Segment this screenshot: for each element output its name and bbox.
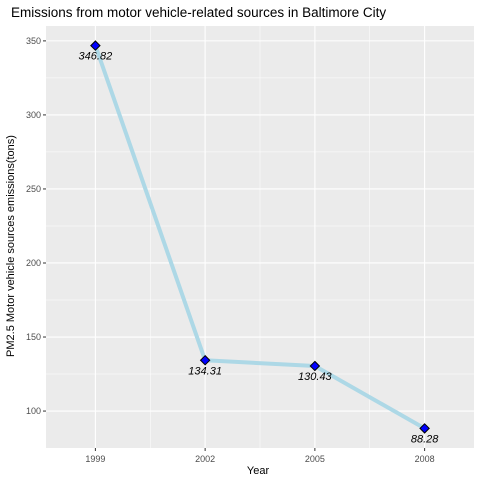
data-point — [90, 40, 101, 51]
data-label: 88.28 — [411, 433, 439, 445]
x-axis-title: Year — [247, 465, 270, 477]
y-axis-title: PM2.5 Motor vehicle sources emissions(to… — [5, 135, 17, 357]
x-tick-label: 1999 — [85, 454, 105, 464]
y-tick-label: 300 — [26, 110, 41, 120]
data-label: 134.31 — [188, 365, 222, 377]
data-point — [309, 360, 321, 372]
plot-area: 100 150 200 250 300 350 1999 2002 2005 2008 346.82… — [26, 26, 474, 464]
data-point — [199, 354, 211, 366]
data-label: 346.82 — [79, 51, 113, 63]
x-tick-label: 2002 — [195, 454, 215, 464]
data-label: 130.43 — [298, 371, 333, 383]
x-tick-label: 2008 — [415, 454, 435, 464]
y-tick-label: 150 — [26, 332, 41, 342]
x-tick-label: 2005 — [305, 454, 325, 464]
data-point — [419, 423, 430, 434]
y-tick-label: 350 — [26, 36, 41, 46]
y-tick-label: 100 — [26, 406, 41, 416]
y-tick-label: 250 — [26, 184, 41, 194]
chart-title: Emissions from motor vehicle-related sou… — [11, 5, 386, 20]
series-line — [93, 43, 427, 431]
y-tick-label: 200 — [26, 258, 41, 268]
